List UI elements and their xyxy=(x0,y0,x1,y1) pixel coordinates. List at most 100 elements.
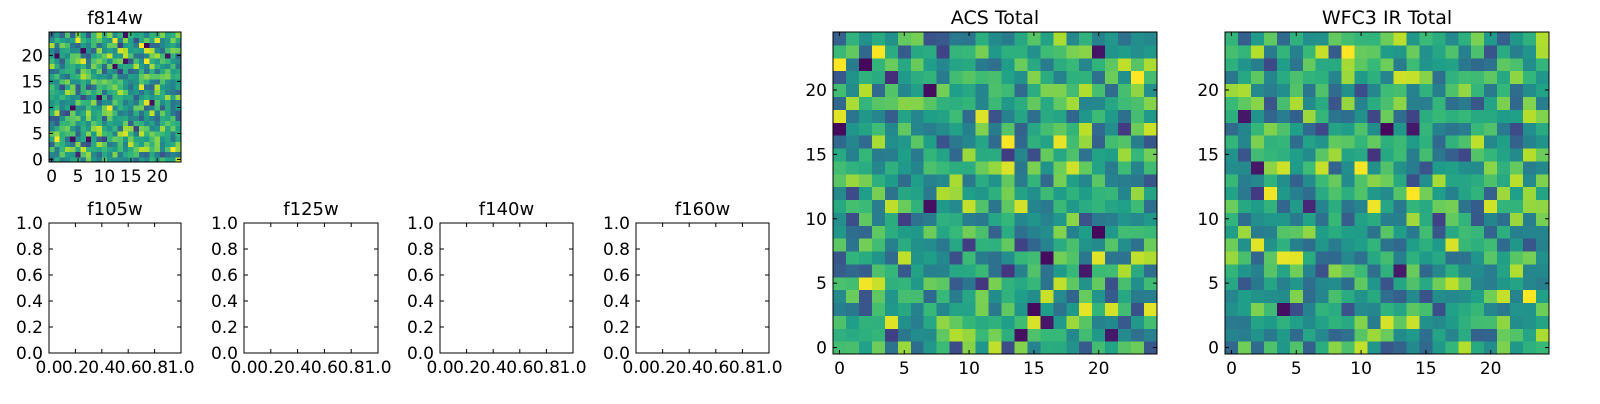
wfc3-ir-total-heatmap-cell xyxy=(1237,225,1252,239)
f814w-heatmap-cell xyxy=(144,84,150,90)
acs-total-heatmap-cell xyxy=(897,32,912,46)
f814w-heatmap-cell xyxy=(49,125,55,132)
wfc3-ir-total-heatmap-cell xyxy=(1263,199,1278,213)
wfc3-ir-total-heatmap-cell xyxy=(1263,302,1278,316)
wfc3-ir-total-heatmap-cell xyxy=(1484,122,1498,136)
acs-total-heatmap-cell xyxy=(1040,83,1054,97)
acs-total-heatmap-cell xyxy=(1027,289,1041,304)
wfc3-ir-total-heatmap-cell xyxy=(1276,289,1291,304)
f814w-heatmap-cell xyxy=(96,136,103,142)
f814w-heatmap-cell xyxy=(122,37,129,43)
acs-total-heatmap-cell xyxy=(884,341,899,355)
wfc3-ir-total-heatmap-cell xyxy=(1341,109,1356,123)
acs-total-heatmap-cell xyxy=(1014,160,1028,175)
f814w-heatmap-cell xyxy=(138,68,145,75)
f814w-heatmap-cell xyxy=(85,120,92,127)
acs-total-heatmap-cell xyxy=(1001,44,1016,59)
acs-total-heatmap-cell xyxy=(923,57,938,72)
f814w-heatmap-cell xyxy=(154,130,161,137)
f140w-ytick-label: 0.6 xyxy=(407,266,434,286)
f814w-heatmap-cell xyxy=(133,146,140,153)
acs-total-heatmap-cell xyxy=(1092,263,1106,278)
acs-total-heatmap-cell xyxy=(1027,302,1041,316)
acs-total-heatmap-cell xyxy=(923,315,938,329)
wfc3-ir-total-heatmap-cell xyxy=(1341,315,1356,329)
wfc3-ir-total-heatmap-cell xyxy=(1328,160,1343,175)
f814w-heatmap-cell xyxy=(107,84,113,90)
wfc3-ir-total-heatmap-cell xyxy=(1471,302,1485,316)
f814w-heatmap-cell xyxy=(117,94,124,101)
wfc3-ir-total-heatmap-cell xyxy=(1367,302,1382,316)
acs-total-heatmap-cell xyxy=(884,186,899,201)
acs-total-ytick-label: 5 xyxy=(816,274,827,294)
f160w-xtick-label: 0.8 xyxy=(729,358,756,378)
wfc3-ir-total-heatmap-cell xyxy=(1510,341,1524,355)
wfc3-ir-total-heatmap-cell xyxy=(1510,212,1524,226)
acs-total-heatmap-cell xyxy=(1066,328,1080,342)
acs-total-heatmap-cell xyxy=(1092,109,1106,123)
f814w-heatmap-cell xyxy=(101,141,108,147)
acs-total-heatmap-cell xyxy=(1118,328,1132,342)
acs-total-heatmap-cell xyxy=(1014,225,1028,239)
wfc3-ir-total-heatmap-cell xyxy=(1315,32,1330,46)
f814w-heatmap-cell xyxy=(70,99,76,106)
acs-total-heatmap-cell xyxy=(1066,315,1080,329)
wfc3-ir-total-heatmap-cell xyxy=(1393,160,1408,175)
f814w-heatmap-cell xyxy=(159,58,166,64)
f814w-heatmap-cell xyxy=(138,63,145,69)
wfc3-ir-total-heatmap-cell xyxy=(1302,302,1317,316)
acs-total-heatmap-cell xyxy=(1040,109,1054,123)
f814w-heatmap-cell xyxy=(138,110,145,116)
f814w-heatmap-cell xyxy=(64,136,71,142)
f814w-heatmap-cell xyxy=(112,99,119,106)
wfc3-ir-total-heatmap-cell xyxy=(1432,57,1446,72)
f814w-heatmap-cell xyxy=(70,73,76,80)
acs-total-heatmap-cell xyxy=(845,289,860,304)
wfc3-ir-total-heatmap-cell xyxy=(1393,276,1408,291)
f814w-heatmap-cell xyxy=(159,115,166,121)
acs-total-heatmap-cell xyxy=(975,238,990,252)
f814w-heatmap-cell xyxy=(159,151,166,158)
wfc3-ir-total-heatmap-cell xyxy=(1328,32,1343,46)
acs-total-heatmap-cell xyxy=(923,96,938,110)
f814w-heatmap-cell xyxy=(75,151,82,158)
f814w-heatmap-cell xyxy=(59,78,66,85)
wfc3-ir-total-heatmap-cell xyxy=(1393,109,1408,123)
acs-total-heatmap-cell xyxy=(910,109,925,123)
wfc3-ir-total-heatmap-cell xyxy=(1445,250,1459,265)
wfc3-ir-total-heatmap-cell xyxy=(1510,122,1524,136)
f814w-heatmap-cell xyxy=(165,52,172,59)
f814w-heatmap-cell xyxy=(112,156,119,163)
wfc3-ir-total-heatmap-cell xyxy=(1250,276,1265,291)
acs-total-heatmap-cell xyxy=(1001,315,1016,329)
acs-total-heatmap-cell xyxy=(1066,135,1080,149)
f814w-heatmap-cell xyxy=(80,115,87,121)
f814w-heatmap-cell xyxy=(117,151,124,158)
wfc3-ir-total-heatmap-cell xyxy=(1315,173,1330,188)
wfc3-ir-total-heatmap-cell xyxy=(1250,83,1265,97)
acs-total-heatmap-cell xyxy=(1014,238,1028,252)
f814w-heatmap-cell xyxy=(170,58,177,64)
f814w-heatmap-cell xyxy=(170,37,177,43)
wfc3-ir-total-heatmap-cell xyxy=(1367,83,1382,97)
acs-total-heatmap-cell xyxy=(871,160,886,175)
f814w-heatmap-cell xyxy=(64,47,71,54)
acs-total-heatmap-cell xyxy=(1040,238,1054,252)
wfc3-ir-total-heatmap-cell xyxy=(1289,32,1304,46)
wfc3-ir-total-heatmap-cell xyxy=(1302,122,1317,136)
f814w-heatmap-cell xyxy=(49,89,55,95)
f814w-heatmap-cell xyxy=(107,156,113,163)
f160w-ytick-label: 1.0 xyxy=(603,214,630,234)
wfc3-ir-total-heatmap-cell xyxy=(1237,109,1252,123)
f140w-title: f140w xyxy=(479,199,534,220)
f814w-heatmap-cell xyxy=(170,115,177,121)
wfc3-ir-total-heatmap-cell xyxy=(1484,147,1498,162)
f814w-heatmap-cell xyxy=(85,94,92,101)
acs-total-heatmap-cell xyxy=(975,83,990,97)
wfc3-ir-total-heatmap-cell xyxy=(1471,57,1485,72)
wfc3-ir-total-heatmap-cell xyxy=(1458,173,1472,188)
wfc3-ir-total-heatmap-cell xyxy=(1328,199,1343,213)
f814w-heatmap-cell xyxy=(75,58,82,64)
wfc3-ir-total-heatmap-cell xyxy=(1289,122,1304,136)
acs-total-heatmap-cell xyxy=(1066,32,1080,46)
